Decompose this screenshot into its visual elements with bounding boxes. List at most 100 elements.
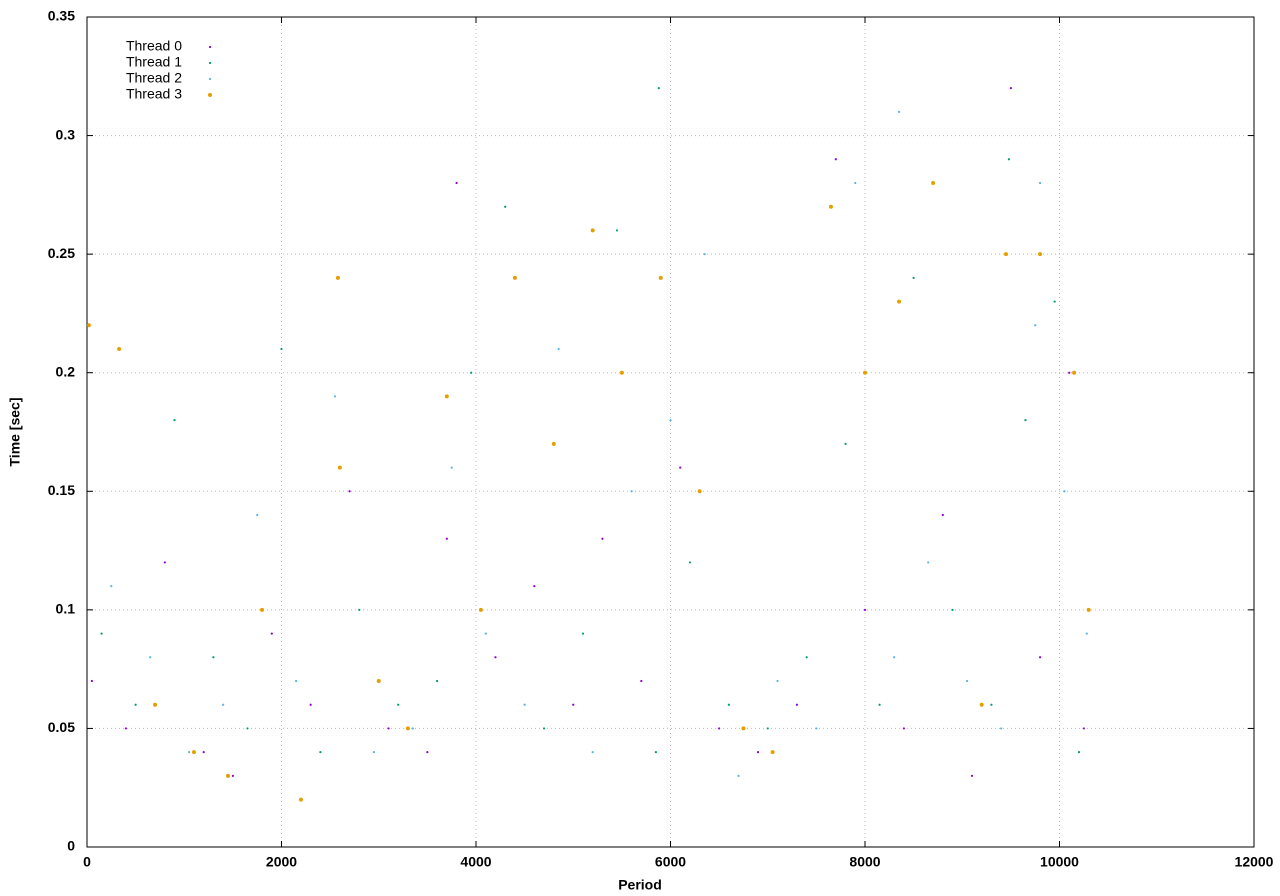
- point: [100, 632, 103, 635]
- point: [191, 750, 196, 755]
- point: [897, 110, 901, 113]
- point: [966, 679, 969, 683]
- point: [688, 561, 692, 564]
- point: [1038, 252, 1043, 257]
- legend-marker: [208, 77, 212, 81]
- y-tick-label: 0.25: [48, 245, 75, 261]
- point: [669, 419, 672, 422]
- point: [828, 204, 833, 209]
- point: [494, 656, 497, 659]
- point: [445, 537, 448, 540]
- point: [280, 347, 283, 351]
- point: [436, 679, 439, 683]
- point: [372, 751, 375, 754]
- legend-label: Thread 0: [126, 38, 182, 54]
- point: [405, 726, 410, 731]
- y-tick-label: 0: [67, 838, 75, 854]
- point: [572, 703, 575, 706]
- point: [335, 275, 340, 280]
- point: [450, 466, 453, 469]
- point: [260, 607, 265, 612]
- point: [470, 371, 473, 374]
- point: [805, 656, 808, 659]
- point: [149, 656, 152, 659]
- point: [294, 679, 298, 683]
- point: [1085, 632, 1088, 635]
- point: [110, 585, 113, 588]
- legend-label: Thread 3: [126, 86, 182, 102]
- point: [1024, 419, 1027, 422]
- point: [581, 632, 585, 635]
- point: [86, 323, 91, 328]
- point: [134, 703, 137, 706]
- point: [298, 797, 303, 802]
- point: [426, 751, 429, 754]
- point: [902, 727, 906, 730]
- x-tick-label: 10000: [1040, 854, 1079, 870]
- point: [478, 607, 483, 612]
- point: [212, 656, 215, 659]
- point: [337, 465, 342, 470]
- legend-marker: [208, 61, 212, 65]
- point: [834, 158, 837, 161]
- point: [1034, 324, 1037, 327]
- point: [770, 750, 775, 755]
- point: [615, 229, 619, 232]
- point: [941, 513, 944, 517]
- plot-frame: [86, 16, 1255, 848]
- point: [878, 703, 881, 706]
- x-tick-label: 12000: [1235, 854, 1274, 870]
- point: [679, 466, 682, 469]
- y-axis-label: Time [sec]: [7, 398, 23, 467]
- point: [654, 751, 658, 754]
- point: [970, 774, 974, 777]
- point: [756, 751, 760, 754]
- y-tick-label: 0.35: [48, 8, 75, 24]
- point: [1086, 607, 1091, 612]
- point: [90, 679, 93, 683]
- point: [397, 703, 400, 706]
- x-tick-label: 4000: [460, 854, 491, 870]
- x-tick-label: 2000: [266, 854, 297, 870]
- point: [893, 656, 896, 659]
- point: [776, 679, 779, 683]
- point: [256, 513, 259, 517]
- point: [387, 727, 390, 730]
- point: [231, 774, 234, 777]
- point: [542, 727, 546, 730]
- point: [333, 395, 337, 398]
- point: [270, 632, 273, 635]
- point: [504, 205, 507, 208]
- point: [533, 585, 536, 588]
- point: [188, 751, 191, 754]
- x-tick-label: 6000: [655, 854, 686, 870]
- point: [1053, 300, 1056, 303]
- point: [523, 703, 526, 706]
- point: [1068, 371, 1071, 374]
- point: [444, 394, 449, 399]
- point: [348, 490, 351, 493]
- y-tick-label: 0.05: [48, 719, 75, 735]
- point: [358, 608, 361, 611]
- point: [795, 703, 799, 706]
- point: [703, 253, 706, 256]
- y-tick-label: 0.1: [56, 601, 76, 617]
- legend-marker: [208, 45, 212, 49]
- point: [979, 702, 984, 707]
- point: [173, 419, 176, 422]
- point: [990, 703, 993, 706]
- legend-label: Thread 2: [126, 70, 182, 86]
- point: [727, 703, 730, 706]
- point: [766, 727, 769, 730]
- point: [309, 703, 312, 706]
- point: [1007, 158, 1011, 161]
- point: [1009, 87, 1012, 90]
- point: [951, 608, 954, 611]
- point: [319, 751, 322, 754]
- point: [590, 228, 595, 233]
- y-tick-label: 0.2: [56, 363, 76, 379]
- point: [202, 751, 205, 754]
- point: [1038, 656, 1042, 659]
- point: [124, 727, 127, 730]
